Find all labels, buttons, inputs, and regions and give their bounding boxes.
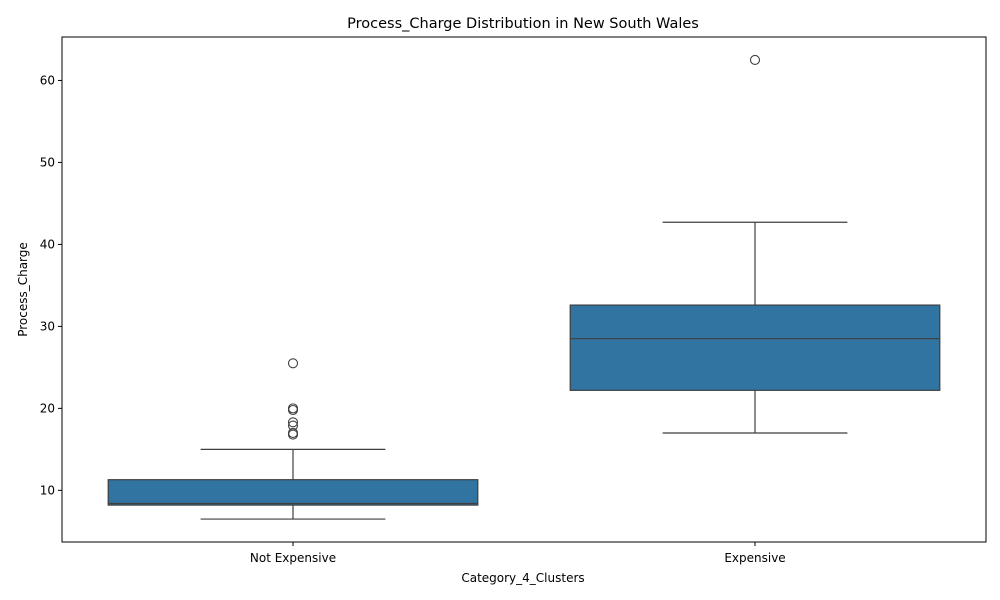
outlier-point — [287, 403, 299, 414]
chart-title: Process_Charge Distribution in New South… — [347, 16, 699, 32]
outlier-point — [287, 417, 299, 428]
plot-area: 10 20 30 40 50 60 Not Expensive Expensive — [40, 54, 941, 565]
y-tick-label: 20 — [40, 401, 55, 415]
x-tick-label: Expensive — [724, 551, 785, 565]
y-tick-label: 40 — [40, 237, 55, 251]
x-axis-label: Category_4_Clusters — [461, 571, 584, 585]
plot-frame — [61, 36, 987, 543]
y-tick-label: 30 — [40, 319, 55, 333]
y-axis-label: Process_Charge — [16, 242, 30, 337]
x-tick-label: Not Expensive — [250, 551, 336, 565]
outlier-point — [749, 54, 761, 66]
outlier-point — [287, 358, 299, 369]
outlier-point — [287, 427, 299, 439]
iqr-box — [569, 304, 941, 391]
iqr-box — [107, 479, 479, 506]
y-tick-label: 10 — [40, 483, 55, 497]
y-tick-label: 50 — [40, 155, 55, 169]
outlier-point — [287, 420, 299, 431]
y-tick-label: 60 — [40, 73, 55, 87]
